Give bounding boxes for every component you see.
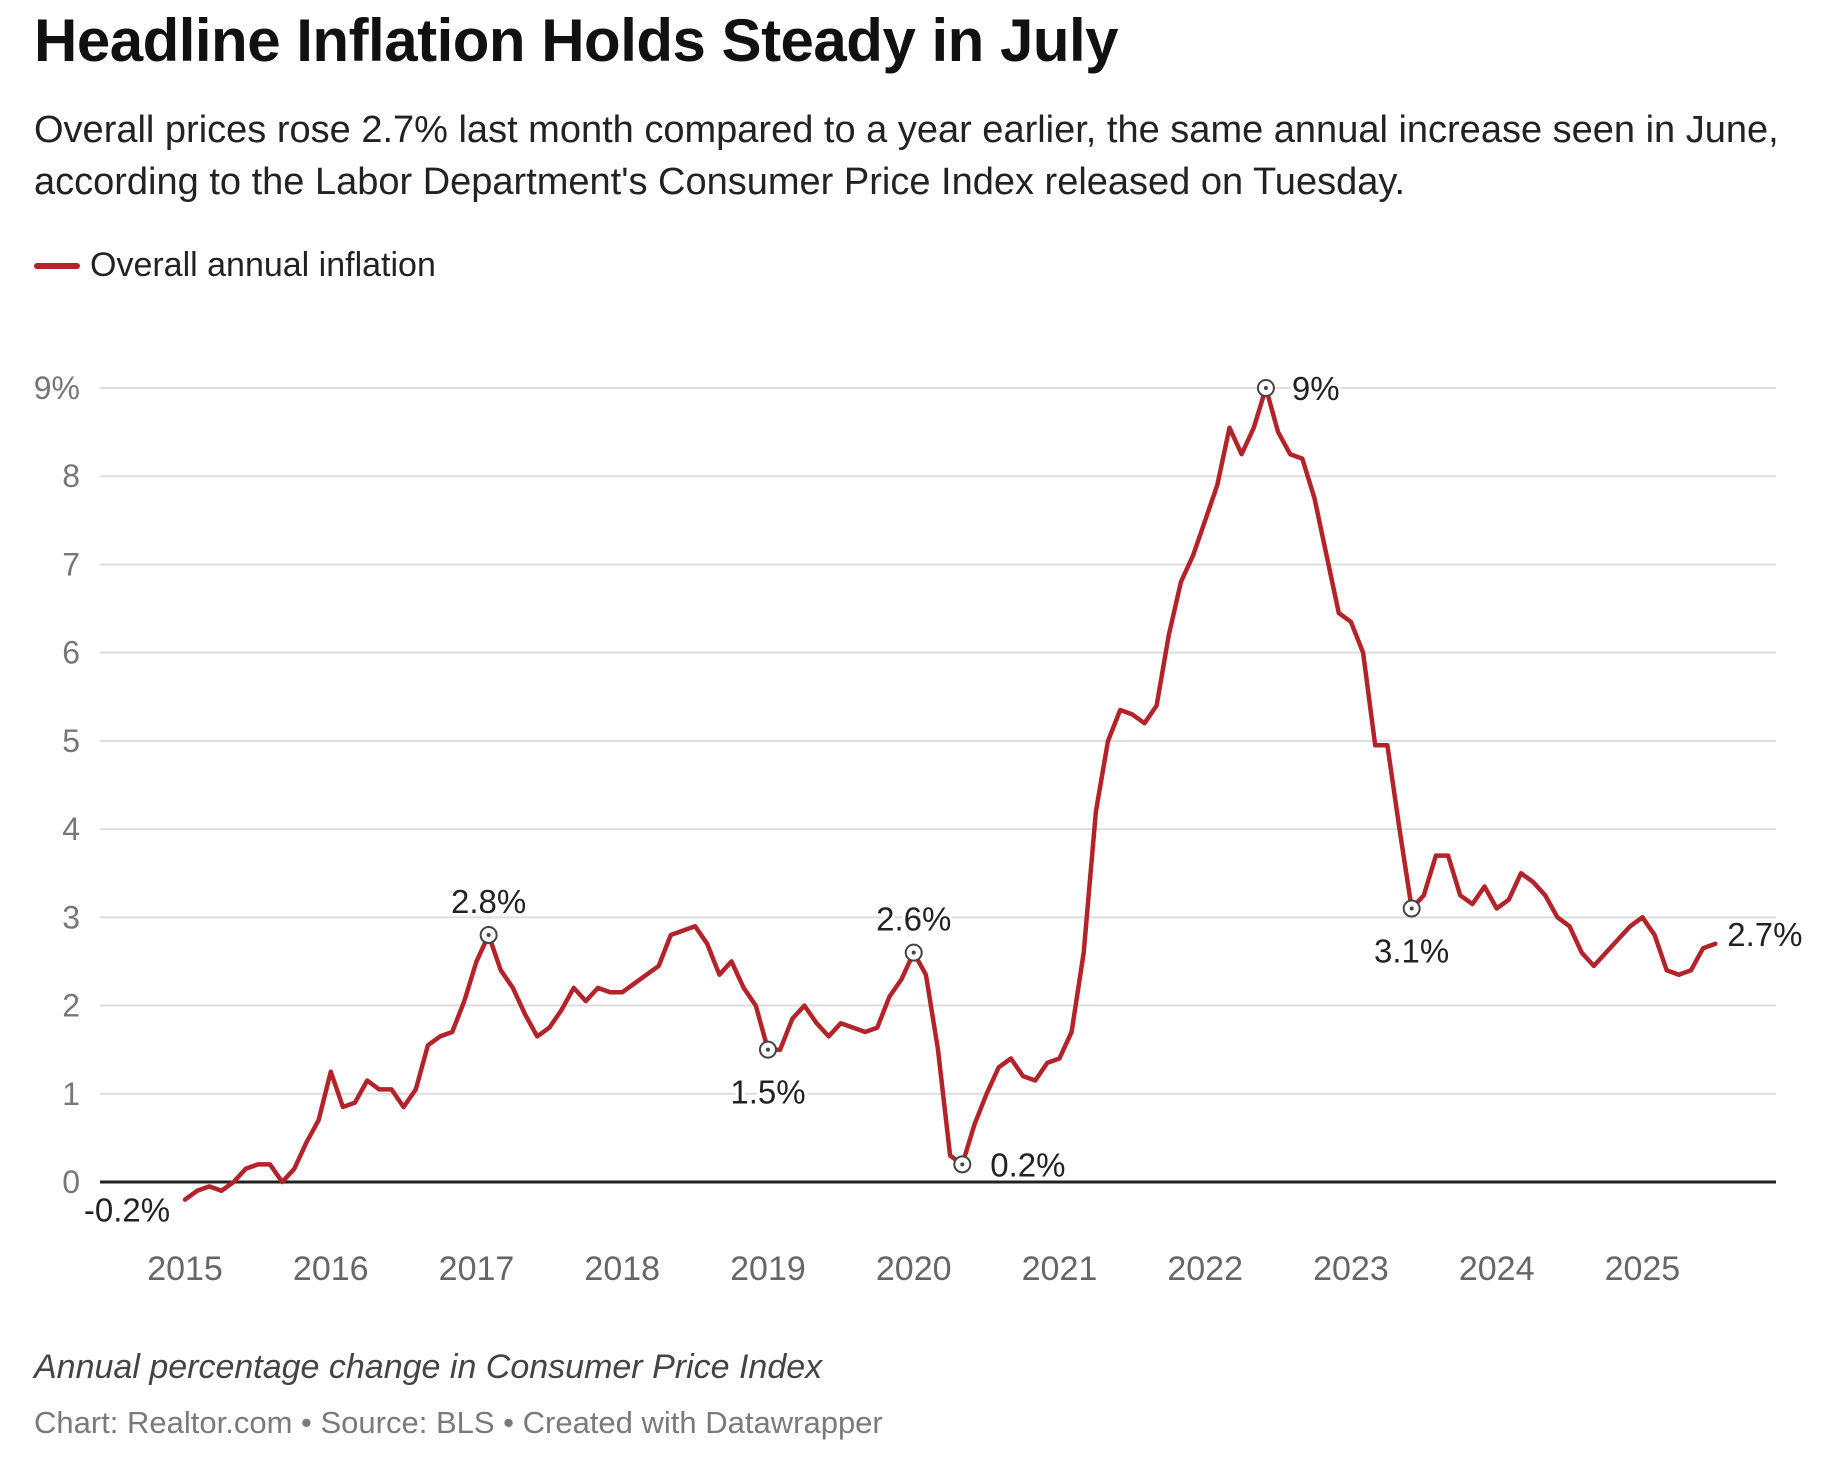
annotation-label: 3.1% (1374, 933, 1449, 970)
annotation-marker-dot (960, 1162, 965, 1167)
y-tick-label: 4 (62, 811, 80, 847)
y-tick-label: 6 (62, 635, 80, 671)
legend-swatch (34, 262, 80, 269)
annotation-marker-dot (486, 932, 491, 937)
annotation-label: 1.5% (730, 1074, 805, 1111)
annotation-marker-dot (1409, 906, 1414, 911)
y-tick-label: 8 (62, 458, 80, 494)
x-tick-label: 2015 (147, 1250, 223, 1288)
chart-title: Headline Inflation Holds Steady in July (34, 7, 1119, 74)
x-tick-label: 2022 (1167, 1250, 1243, 1288)
x-tick-label: 2021 (1022, 1250, 1098, 1288)
x-tick-label: 2023 (1313, 1250, 1389, 1288)
x-tick-label: 2025 (1605, 1250, 1681, 1288)
chart-notes: Annual percentage change in Consumer Pri… (34, 1348, 823, 1386)
x-tick-label: 2019 (730, 1250, 806, 1288)
annotation-label: 2.7% (1727, 916, 1802, 953)
x-tick-label: 2020 (876, 1250, 952, 1288)
y-tick-label: 3 (62, 899, 80, 935)
legend-label: Overall annual inflation (90, 246, 436, 284)
y-tick-label: 0 (62, 1164, 80, 1200)
annotation-marker-dot (911, 950, 916, 955)
y-tick-label: 7 (62, 546, 80, 582)
x-tick-label: 2017 (439, 1250, 515, 1288)
annotation-marker-dot (1263, 386, 1268, 390)
annotation-label: 0.2% (990, 1146, 1065, 1183)
annotation-label: -0.2% (84, 1192, 170, 1229)
y-tick-label: 5 (62, 723, 80, 759)
y-tick-label: 9% (34, 370, 80, 406)
annotation-marker-dot (765, 1047, 770, 1052)
annotation-label: 2.8% (451, 883, 526, 920)
x-tick-label: 2016 (293, 1250, 369, 1288)
chart-subtitle: Overall prices rose 2.7% last month comp… (34, 109, 1779, 203)
x-tick-label: 2018 (584, 1250, 660, 1288)
y-tick-label: 2 (62, 988, 80, 1024)
annotation-label: 2.6% (876, 901, 951, 938)
annotation-label: 9% (1292, 370, 1340, 407)
x-tick-label: 2024 (1459, 1250, 1535, 1288)
y-tick-label: 1 (62, 1076, 80, 1112)
legend: Overall annual inflation (34, 246, 436, 285)
series-line (182, 385, 1718, 1202)
chart-footer: Chart: Realtor.com • Source: BLS • Creat… (34, 1405, 883, 1440)
